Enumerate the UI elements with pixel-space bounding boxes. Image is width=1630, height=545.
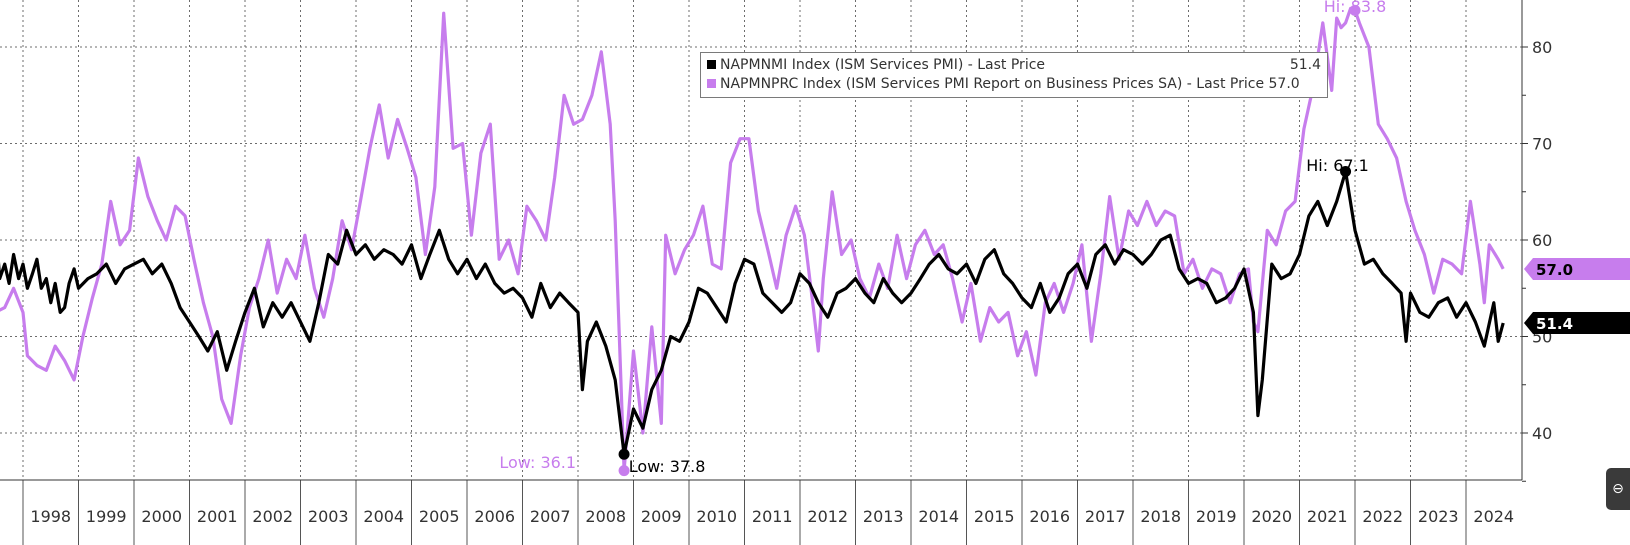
hi-pmi-label: Hi: 67.1: [1306, 156, 1369, 175]
x-tick-label-2003: 2003: [308, 507, 349, 526]
hi-prices-label: Hi: 83.8: [1324, 0, 1387, 16]
x-tick-label-2006: 2006: [474, 507, 515, 526]
last-prices-tag-bg: [1524, 257, 1630, 280]
legend-swatch-pmi: [707, 60, 716, 69]
low-prices-label: Low: 36.1: [499, 453, 576, 472]
x-tick-label-2017: 2017: [1085, 507, 1126, 526]
x-tick-label-2018: 2018: [1140, 507, 1181, 526]
x-tick-label-2016: 2016: [1029, 507, 1070, 526]
x-tick-label-2001: 2001: [197, 507, 238, 526]
hi-prices-marker: [1349, 4, 1361, 16]
last-prices-tag: 57.0: [1524, 257, 1630, 280]
legend-item-pmi: NAPMNMI Index (ISM Services PMI) - Last …: [707, 56, 1321, 75]
series-line-pmi: [0, 169, 1505, 456]
x-tick-label-2009: 2009: [641, 507, 682, 526]
x-tick-label-2023: 2023: [1418, 507, 1459, 526]
x-tick-label-2010: 2010: [696, 507, 737, 526]
x-tick-label-1999: 1999: [86, 507, 127, 526]
x-tick-label-2005: 2005: [419, 507, 460, 526]
legend-last-pmi: 51.4: [1289, 57, 1321, 73]
last-pmi-tag-text: 51.4: [1536, 315, 1573, 333]
last-pmi-tag: 51.4: [1524, 311, 1630, 334]
low-pmi-label: Low: 37.8: [629, 457, 706, 476]
x-tick-label-2020: 2020: [1251, 507, 1292, 526]
x-tick-label-1998: 1998: [30, 507, 71, 526]
x-tick-label-2000: 2000: [141, 507, 182, 526]
x-tick-label-2013: 2013: [863, 507, 904, 526]
collapse-toggle-button[interactable]: ⊖: [1606, 468, 1630, 510]
y-tick-label-80: 80: [1532, 38, 1552, 57]
legend: NAPMNMI Index (ISM Services PMI) - Last …: [700, 52, 1328, 98]
legend-label-prices: NAPMNPRC Index (ISM Services PMI Report …: [720, 76, 1300, 92]
y-tick-label-60: 60: [1532, 231, 1552, 250]
x-tick-label-2002: 2002: [252, 507, 293, 526]
x-tick-label-2012: 2012: [807, 507, 848, 526]
x-axis: 1998 1999 2000 2001 2002 2003 2004 2005 2006 2007…: [0, 479, 1522, 545]
x-tick-label-2024: 2024: [1473, 507, 1514, 526]
x-tick-label-2021: 2021: [1307, 507, 1348, 526]
y-tick-label-40: 40: [1532, 424, 1552, 443]
series-lines: [0, 4, 1505, 477]
x-tick-label-2004: 2004: [363, 507, 404, 526]
x-tick-label-2015: 2015: [974, 507, 1015, 526]
y-tick-label-70: 70: [1532, 135, 1552, 154]
annotations: Hi: 83.8 Hi: 67.1 Low: 36.1 Low: 37.8 57…: [499, 0, 1630, 476]
low-prices-marker: [618, 465, 630, 477]
legend-swatch-prices: [707, 79, 716, 88]
low-pmi-marker: [618, 448, 630, 460]
last-prices-tag-text: 57.0: [1536, 261, 1573, 279]
x-tick-label-2014: 2014: [918, 507, 959, 526]
legend-item-prices: NAPMNPRC Index (ISM Services PMI Report …: [707, 75, 1321, 94]
x-tick-label-2008: 2008: [585, 507, 626, 526]
x-tick-label-2011: 2011: [752, 507, 793, 526]
hi-pmi-marker: [1340, 165, 1352, 177]
collapse-icon: ⊖: [1612, 481, 1624, 497]
x-tick-label-2022: 2022: [1362, 507, 1403, 526]
legend-label-pmi: NAPMNMI Index (ISM Services PMI) - Last …: [720, 57, 1046, 73]
x-tick-label-2007: 2007: [530, 507, 571, 526]
last-pmi-tag-bg: [1524, 311, 1630, 334]
x-tick-label-2019: 2019: [1196, 507, 1237, 526]
